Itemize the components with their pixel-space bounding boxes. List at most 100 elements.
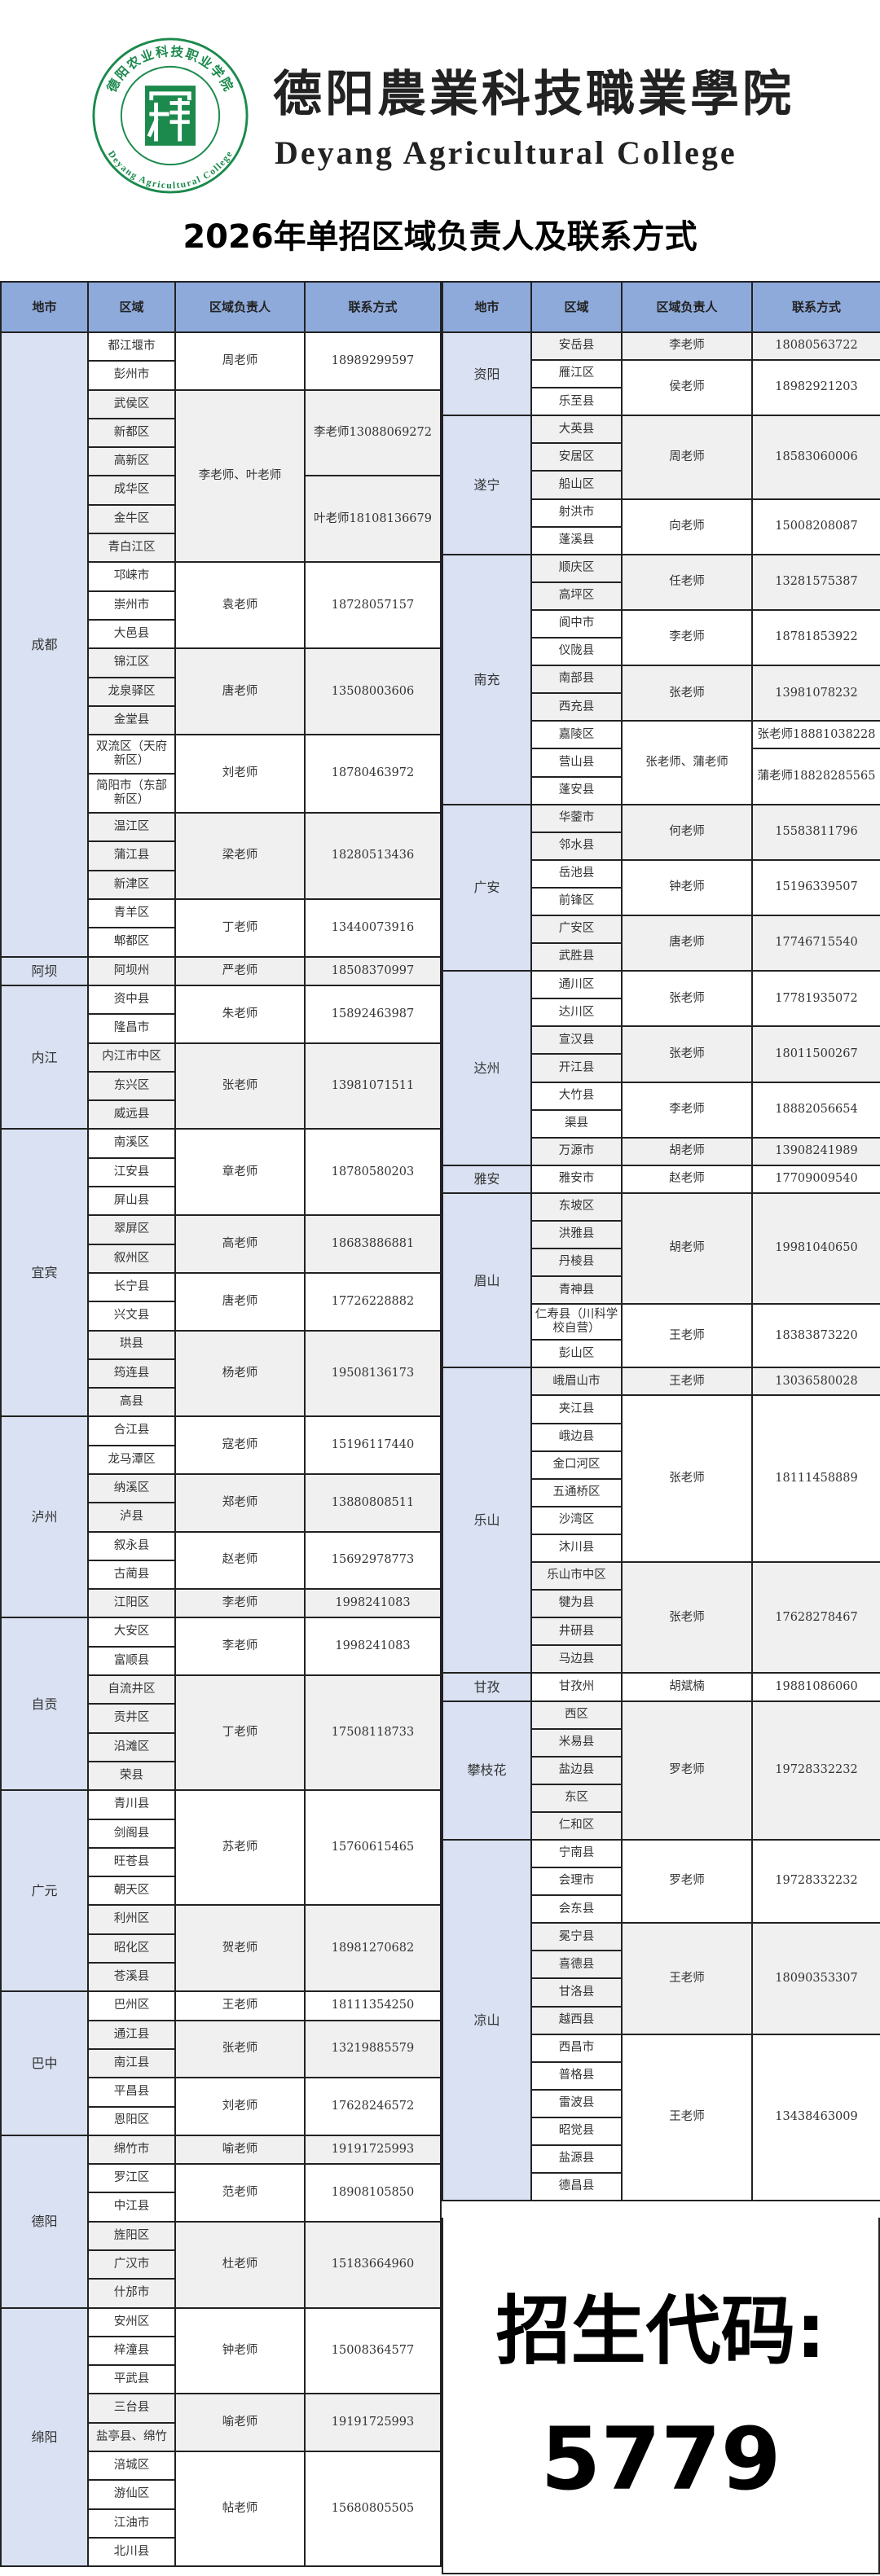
table-row: 兴文县 xyxy=(1,1301,441,1332)
phone-cell: 13281575387 xyxy=(751,553,880,611)
header-city: 地市 xyxy=(0,281,89,333)
district-cell: 南溪区 xyxy=(87,1128,176,1159)
phone-cell: 17726228882 xyxy=(304,1271,442,1332)
table-row: 冕宁县 王老师 18090353307 xyxy=(442,1922,880,2035)
district-cell: 蓬安县 xyxy=(530,775,623,805)
phone-cell: 18508370997 xyxy=(304,955,442,986)
table-row: 自贡 大安区 李老师 1998241083 xyxy=(0,1617,442,1792)
district-cell: 高县 xyxy=(87,1387,176,1418)
phone-cell: 17628246572 xyxy=(304,2077,442,2136)
district-cell: 大竹县 xyxy=(530,1081,623,1111)
district-cell: 冕宁县 xyxy=(530,1922,623,1952)
city-cell: 成都 xyxy=(0,331,89,958)
phone-cell: 19191725993 xyxy=(304,2134,442,2166)
phone-cell: 19728332232 xyxy=(751,1838,880,1924)
table-row: 会东县 xyxy=(442,1894,880,1924)
district-cell: 船山区 xyxy=(530,470,623,500)
city-cell: 乐山 xyxy=(442,1367,532,1674)
district-cell: 成华区 xyxy=(87,475,176,506)
phone-cell: 17508118733 xyxy=(304,1674,442,1792)
phone-cell: 李老师13088069272 xyxy=(304,388,442,477)
district-cell: 宁南县 xyxy=(530,1838,623,1869)
header-contact: 联系方式 xyxy=(751,281,880,333)
city-cell: 自贡 xyxy=(0,1617,89,1792)
table-row: 西昌市 王老师 13438463009 xyxy=(442,2033,880,2202)
phone-cell: 19191725993 xyxy=(304,2393,442,2453)
district-cell: 什邡市 xyxy=(87,2278,176,2309)
city-cell: 绵阳 xyxy=(0,2306,89,2568)
district-cell: 仁寿县（川科学校自营） xyxy=(530,1303,623,1341)
phone-cell: 18090353307 xyxy=(751,1922,880,2035)
person-cell: 刘老师 xyxy=(174,734,306,814)
district-cell: 游仙区 xyxy=(87,2479,176,2510)
phone-cell: 18280513436 xyxy=(304,812,442,901)
district-cell: 自流井区 xyxy=(87,1674,176,1705)
person-cell: 罗老师 xyxy=(621,1838,753,1924)
district-cell: 会理市 xyxy=(530,1867,623,1897)
table-row: 珙县 杨老师 19508136173 xyxy=(1,1329,442,1418)
phone-cell: 13036580028 xyxy=(751,1367,880,1397)
table-row: 井研县 xyxy=(442,1617,880,1647)
district-cell: 利州区 xyxy=(87,1904,176,1935)
district-cell: 崇州市 xyxy=(87,590,176,621)
table-row: 游仙区 xyxy=(1,2479,441,2510)
person-cell: 胡老师 xyxy=(621,1191,753,1306)
district-cell: 双流区（天府新区） xyxy=(87,734,176,775)
district-cell: 峨边县 xyxy=(530,1422,623,1452)
phone-cell: 1998241083 xyxy=(304,1617,442,1677)
district-cell: 朝天区 xyxy=(87,1876,176,1907)
table-row: 万源市 胡老师 13908241989 xyxy=(442,1136,880,1166)
header-person: 区域负责人 xyxy=(621,281,753,333)
table-row: 甘洛县 xyxy=(442,1977,880,2008)
district-cell: 营山县 xyxy=(530,748,623,778)
person-cell: 侯老师 xyxy=(621,359,753,417)
table-row: 阆中市 李老师 18781853922 xyxy=(442,608,880,667)
table-row: 沐川县 xyxy=(442,1533,880,1564)
table-row: 甘孜 甘孜州 胡斌楠 19881086060 xyxy=(442,1672,880,1702)
table-row: 营山县 蒲老师18828285565 xyxy=(442,748,880,805)
person-cell: 郑老师 xyxy=(174,1472,306,1533)
table-row: 通江县 张老师 13219885579 xyxy=(1,2019,442,2079)
district-cell: 大邑县 xyxy=(87,618,176,650)
district-cell: 万源市 xyxy=(530,1136,623,1166)
table-row: 锦江区 唐老师 13508003606 xyxy=(1,647,442,736)
district-cell: 泸县 xyxy=(87,1502,176,1533)
phone-cell: 19728332232 xyxy=(751,1700,880,1841)
table-row: 南部县 张老师 13981078232 xyxy=(442,665,880,722)
district-cell: 内江市中区 xyxy=(87,1042,176,1073)
table-row: 叙永县 赵老师 15692978773 xyxy=(1,1530,442,1591)
table-row: 乐至县 xyxy=(442,387,880,417)
person-cell: 张老师 xyxy=(621,665,753,722)
district-cell: 雅安市 xyxy=(530,1164,623,1194)
district-cell: 蒲江县 xyxy=(87,840,176,871)
district-cell: 雷波县 xyxy=(530,2088,623,2118)
table-row: 昭觉县 xyxy=(442,2116,880,2147)
person-cell: 唐老师 xyxy=(174,647,306,736)
table-row: 旺苍县 xyxy=(1,1846,441,1878)
table-row: 旌阳区 杜老师 15183664960 xyxy=(1,2220,442,2309)
district-cell: 昭觉县 xyxy=(530,2116,623,2147)
district-cell: 越西县 xyxy=(530,2005,623,2035)
phone-cell: 18882056654 xyxy=(751,1081,880,1139)
table-row: 平昌县 刘老师 17628246572 xyxy=(1,2077,442,2136)
table-row: 资阳 安岳县 李老师 18080563722 xyxy=(442,331,880,417)
city-cell: 泸州 xyxy=(0,1415,89,1619)
table-row: 遂宁 大英县 周老师 18583060006 xyxy=(442,415,880,555)
person-cell: 任老师 xyxy=(621,553,753,611)
table-row: 崇州市 xyxy=(1,590,441,621)
admission-code-label: 招生代码: xyxy=(495,2288,826,2375)
district-cell: 东区 xyxy=(530,1783,623,1813)
phone-cell: 18111354250 xyxy=(304,1990,442,2021)
district-cell: 珙县 xyxy=(87,1329,176,1360)
table-row: 峨边县 xyxy=(442,1422,880,1452)
district-cell: 纳溪区 xyxy=(87,1472,176,1504)
person-cell: 李老师、叶老师 xyxy=(174,388,306,564)
table-row: 大邑县 xyxy=(1,618,441,650)
table-row: 龙泉驿区 xyxy=(1,676,441,707)
contact-table-right: 地市 区域 区域负责人 联系方式 资阳 安岳县 李老师 18080563722 雁江区侯… xyxy=(442,281,880,2202)
table-row: 成华区 叶老师18108136679 xyxy=(1,475,442,564)
district-cell: 西昌市 xyxy=(530,2033,623,2063)
table-row: 高坪区 xyxy=(442,581,880,611)
table-row: 邛崃市 袁老师 18728057157 xyxy=(1,561,442,650)
district-cell: 龙马潭区 xyxy=(87,1444,176,1475)
